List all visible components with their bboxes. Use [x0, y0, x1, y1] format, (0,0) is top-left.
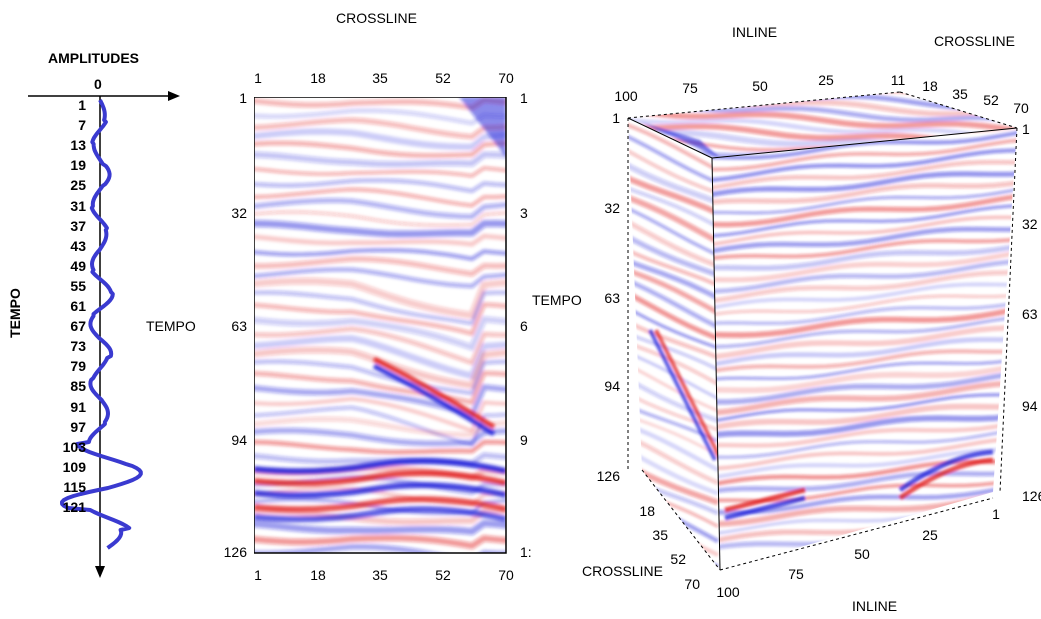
section-right-tick: 1: [520, 90, 528, 106]
trace-waveform: [60, 99, 143, 550]
trace-tempo-tick: 49: [70, 257, 86, 274]
cube-right-tempo-tick: 1: [1022, 121, 1030, 137]
cube-left-tempo-tick: 63: [604, 290, 620, 306]
cube-right-tempo-tick: 32: [1022, 216, 1038, 232]
cube-inline-label: INLINE: [732, 24, 778, 40]
section-tempo-right-label: TEMPO: [532, 292, 582, 308]
section-right-tick: 3: [520, 205, 528, 221]
trace-tempo-tick: 115: [63, 478, 86, 495]
cube-top-inline-tick: 100: [614, 88, 638, 104]
trace-plot: [28, 91, 180, 578]
cube-bottom-inline-tick: 25: [922, 527, 938, 543]
trace-tempo-tick: 31: [70, 197, 86, 214]
section-top-tick: 1: [254, 70, 262, 86]
cube-bottom-crossline-tick: 70: [684, 576, 700, 592]
cube-crossline-label-top: CROSSLINE: [934, 33, 1015, 49]
trace-tempo-tick: 91: [70, 398, 86, 415]
trace-tempo-tick: 19: [70, 157, 86, 174]
cube-bottom-inline-tick: 100: [716, 584, 740, 600]
section-bottom-tick: 18: [310, 567, 326, 583]
cube-top-crossline-tick: 52: [983, 92, 999, 108]
cube-left-tempo-tick: 94: [604, 378, 620, 394]
trace-tempo-tick: 43: [70, 237, 86, 254]
trace-tempo-tick: 73: [70, 338, 86, 355]
trace-tempo-tick: 25: [70, 177, 86, 194]
section-left-tick: 126: [223, 544, 247, 560]
trace-tempo-tick: 7: [78, 117, 86, 134]
cube-top-inline-tick: 25: [818, 72, 834, 88]
section-right-tick: 9: [520, 432, 528, 448]
trace-tempo-tick: 97: [70, 418, 86, 435]
amplitudes-title: AMPLITUDES: [48, 50, 139, 66]
cube-left-tempo-tick: 126: [596, 468, 620, 484]
trace-tempo-tick: 121: [62, 499, 86, 515]
cube-top-crossline-tick: 18: [922, 78, 938, 94]
cube-bottom-inline-tick: 50: [854, 546, 870, 562]
section-tempo-left-label: TEMPO: [146, 318, 196, 334]
cube-crossline-label-bottom: CROSSLINE: [582, 563, 663, 579]
cube-top-inline-tick: 11: [890, 72, 906, 88]
section-bottom-tick: 35: [372, 567, 388, 583]
trace-tempo-tick: 67: [70, 318, 86, 335]
cube-left-tempo-tick: 32: [604, 200, 620, 216]
cube-right-tempo-tick: 126: [1022, 488, 1041, 504]
cube-bottom-inline-tick: 75: [788, 566, 804, 582]
cube-bottom-crossline-tick: 52: [670, 551, 686, 567]
cube-bottom-crossline-tick: 18: [639, 503, 655, 519]
trace-zero-label: 0: [94, 76, 102, 92]
section-bottom-tick: 70: [498, 567, 514, 583]
cube-top-crossline-tick: 35: [952, 86, 968, 102]
section-right-tick: 6: [520, 318, 528, 334]
trace-tempo-tick: 1: [78, 97, 86, 113]
trace-tempo-tick: 109: [62, 458, 86, 475]
section-bottom-tick: 1: [254, 567, 262, 583]
trace-tempo-tick: 61: [70, 298, 86, 314]
section-left-tick: 63: [231, 318, 247, 334]
trace-tempo-tick: 55: [70, 277, 86, 294]
cube-top-inline-tick: 50: [752, 78, 768, 94]
cube-right-tempo-tick: 94: [1022, 398, 1038, 414]
trace-tempo-tick: 103: [62, 438, 86, 455]
section-crossline-title: CROSSLINE: [336, 10, 417, 26]
trace-tempo-tick: 37: [70, 217, 86, 234]
cube-top-inline-tick: 75: [682, 80, 698, 96]
trace-tempo-tick: 79: [70, 358, 86, 375]
section-top-tick: 18: [310, 70, 326, 86]
trace-tempo-tick: 13: [70, 137, 86, 154]
section-left-tick: 94: [231, 432, 247, 448]
cube-left-tempo-tick: 1: [612, 110, 620, 126]
section-left-tick: 1: [239, 90, 247, 106]
section-right-tick: 1:: [520, 544, 532, 560]
section-top-tick: 70: [498, 70, 514, 86]
cube-right-tempo-tick: 63: [1022, 306, 1038, 322]
cube-bottom-inline-tick: 1: [992, 506, 1000, 522]
section-image: [254, 97, 507, 554]
cube-top-crossline-tick: 70: [1013, 100, 1029, 116]
section-left-tick: 32: [231, 205, 247, 221]
cube-inline-label-bottom: INLINE: [852, 598, 898, 614]
trace-tempo-tick: 85: [70, 378, 86, 395]
section-top-tick: 35: [372, 70, 388, 86]
section-top-tick: 52: [435, 70, 451, 86]
section-bottom-tick: 52: [435, 567, 451, 583]
cube-bottom-crossline-tick: 35: [652, 527, 668, 543]
